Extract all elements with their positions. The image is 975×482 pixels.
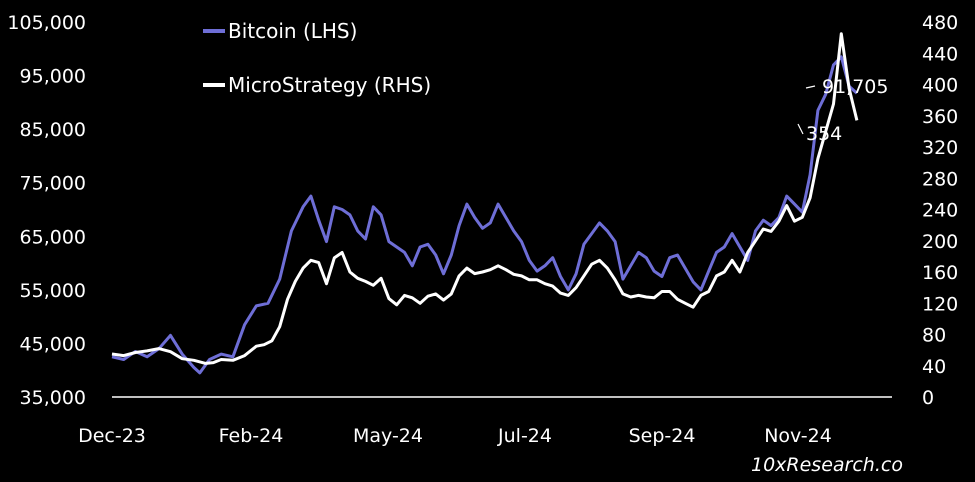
bitcoin-series-line bbox=[111, 55, 858, 375]
y-right-tick-label: 480 bbox=[922, 12, 958, 34]
y-right-tick-label: 400 bbox=[922, 75, 958, 97]
series-layer bbox=[111, 32, 859, 375]
y-left-tick-label: 85,000 bbox=[20, 119, 86, 141]
y-right-tick-label: 120 bbox=[922, 293, 958, 315]
y-right-tick-label: 0 bbox=[922, 387, 934, 409]
end-labels: 91,705 354 bbox=[797, 76, 888, 145]
y-left-tick-label: 35,000 bbox=[20, 387, 86, 409]
x-tick-label: Nov-24 bbox=[764, 425, 832, 447]
axes-layer: 35,000 45,000 55,000 65,000 75,000 85,000 95,0… bbox=[7, 12, 958, 447]
x-tick-label: Dec-23 bbox=[78, 425, 146, 447]
y-left-tick-label: 105,000 bbox=[7, 12, 86, 34]
y-right-tick-label: 360 bbox=[922, 106, 958, 128]
microstrategy-series-line bbox=[111, 32, 859, 365]
x-tick-label: May-24 bbox=[353, 425, 423, 447]
y-right-tick-label: 40 bbox=[922, 356, 946, 378]
microstrategy-end-label: 354 bbox=[806, 123, 842, 145]
source-label: 10xResearch.co bbox=[751, 454, 903, 476]
y-left-tick-label: 95,000 bbox=[20, 66, 86, 88]
y-left-tick-label: 45,000 bbox=[20, 333, 86, 355]
bitcoin-end-label: 91,705 bbox=[822, 76, 888, 98]
legend-microstrategy-label: MicroStrategy (RHS) bbox=[228, 73, 431, 97]
microstrategy-end-label-leader bbox=[797, 123, 804, 135]
legend-bitcoin-label: Bitcoin (LHS) bbox=[228, 19, 357, 43]
y-right-tick-label: 320 bbox=[922, 137, 958, 159]
legend: Bitcoin (LHS) MicroStrategy (RHS) bbox=[203, 19, 431, 97]
y-left-tick-label: 75,000 bbox=[20, 173, 86, 195]
x-tick-label: Jul-24 bbox=[497, 425, 552, 447]
y-left-tick-label: 65,000 bbox=[20, 226, 86, 248]
y-left-tick-label: 55,000 bbox=[20, 280, 86, 302]
y-right-tick-label: 240 bbox=[922, 200, 958, 222]
y-right-tick-label: 200 bbox=[922, 231, 958, 253]
y-right-tick-label: 440 bbox=[922, 43, 958, 65]
bitcoin-end-label-leader bbox=[805, 85, 816, 89]
x-tick-label: Sep-24 bbox=[629, 425, 696, 447]
x-tick-label: Feb-24 bbox=[219, 425, 284, 447]
y-right-tick-label: 280 bbox=[922, 168, 958, 190]
y-right-tick-label: 80 bbox=[922, 325, 946, 347]
y-right-tick-label: 160 bbox=[922, 262, 958, 284]
